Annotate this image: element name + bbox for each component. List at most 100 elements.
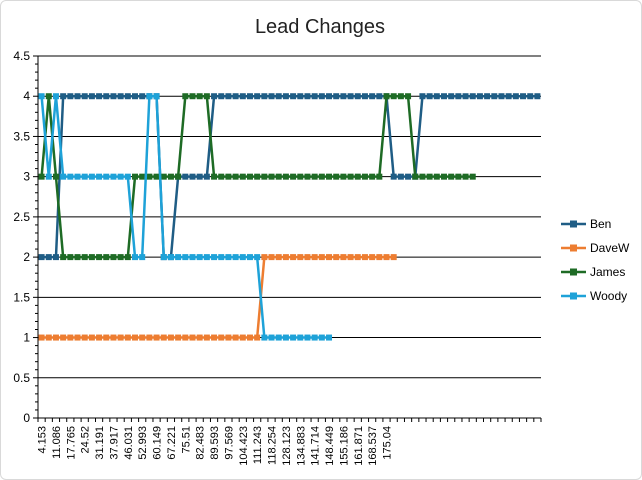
legend-label-james: James [590,265,625,279]
point-ben-28 [239,93,246,100]
point-james-3 [60,254,67,261]
point-woody-18 [167,254,174,261]
point-davew-34 [282,254,289,261]
point-davew-7 [88,334,95,341]
point-davew-47 [376,254,383,261]
point-ben-63 [491,93,498,100]
point-james-45 [361,173,368,180]
point-james-26 [225,173,232,180]
x-tick-label-18: 134.883 [295,426,307,466]
point-ben-57 [448,93,455,100]
point-davew-4 [67,334,74,341]
point-james-12 [124,254,131,261]
point-james-41 [333,173,340,180]
x-tick-label-9: 67.221 [166,426,178,460]
point-davew-12 [124,334,131,341]
point-ben-25 [218,93,225,100]
point-davew-5 [74,334,81,341]
x-tick-label-22: 161.871 [353,426,365,466]
x-tick-label-20: 148.449 [324,426,336,466]
point-davew-9 [103,334,110,341]
point-james-57 [448,173,455,180]
point-davew-1 [45,334,52,341]
point-james-10 [110,254,117,261]
point-davew-43 [347,254,354,261]
point-ben-32 [268,93,275,100]
point-ben-35 [290,93,297,100]
point-davew-23 [203,334,210,341]
point-james-54 [426,173,433,180]
y-tick-label-8: 4 [23,89,30,103]
point-woody-32 [268,334,275,341]
point-ben-53 [419,93,426,100]
y-tick-label-0: 0 [23,411,30,425]
point-ben-58 [455,93,462,100]
point-davew-8 [96,334,103,341]
point-woody-37 [304,334,311,341]
point-james-11 [117,254,124,261]
point-ben-33 [275,93,282,100]
point-ben-42 [340,93,347,100]
point-davew-18 [167,334,174,341]
point-ben-68 [527,93,534,100]
point-ben-24 [211,93,218,100]
point-ben-27 [232,93,239,100]
point-ben-37 [304,93,311,100]
point-davew-28 [239,334,246,341]
point-davew-17 [160,334,167,341]
x-tick-label-6: 46.031 [123,426,135,460]
point-ben-3 [60,93,67,100]
point-davew-20 [182,334,189,341]
point-ben-47 [376,93,383,100]
point-davew-22 [196,334,203,341]
x-tick-label-21: 155.186 [338,426,350,466]
point-ben-9 [103,93,110,100]
x-tick-labels: 4.153 11.086 17.765 24.52 31.191 37.917 46.031… [37,426,394,466]
legend-marker-james [570,268,577,276]
point-james-34 [282,173,289,180]
y-tick-label-5: 2.5 [13,210,30,224]
point-ben-51 [405,173,412,180]
x-tick-label-7: 52.993 [137,426,149,460]
point-woody-11 [117,173,124,180]
point-ben-56 [440,93,447,100]
point-woody-21 [189,254,196,261]
point-james-50 [397,93,404,100]
point-james-59 [462,173,469,180]
point-woody-34 [282,334,289,341]
point-james-37 [304,173,311,180]
x-tick-label-0: 4.153 [37,426,49,454]
point-james-36 [297,173,304,180]
point-davew-30 [254,334,261,341]
point-ben-46 [369,93,376,100]
y-tick-label-7: 3.5 [13,129,30,143]
point-james-31 [261,173,268,180]
point-james-21 [189,93,196,100]
point-ben-20 [182,173,189,180]
point-woody-33 [275,334,282,341]
point-james-1 [45,93,52,100]
x-tick-label-4: 31.191 [94,426,106,460]
point-james-15 [146,173,153,180]
point-ben-69 [534,93,541,100]
point-woody-17 [160,254,167,261]
point-ben-10 [110,93,117,100]
point-ben-39 [318,93,325,100]
point-ben-41 [333,93,340,100]
legend: Ben DaveW James Woody [561,217,630,303]
legend-marker-woody [570,292,577,300]
point-woody-36 [297,334,304,341]
y-tick-labels: 0 0.5 1 1.5 2 2.5 3 3.5 4 4.5 [13,49,30,425]
point-james-58 [455,173,462,180]
y-tick-label-6: 3 [23,170,30,184]
x-tick-label-12: 89.593 [209,426,221,460]
point-james-6 [81,254,88,261]
point-davew-25 [218,334,225,341]
point-james-55 [433,173,440,180]
point-ben-38 [311,93,318,100]
point-ben-45 [361,93,368,100]
point-james-32 [268,173,275,180]
point-woody-1 [45,173,52,180]
